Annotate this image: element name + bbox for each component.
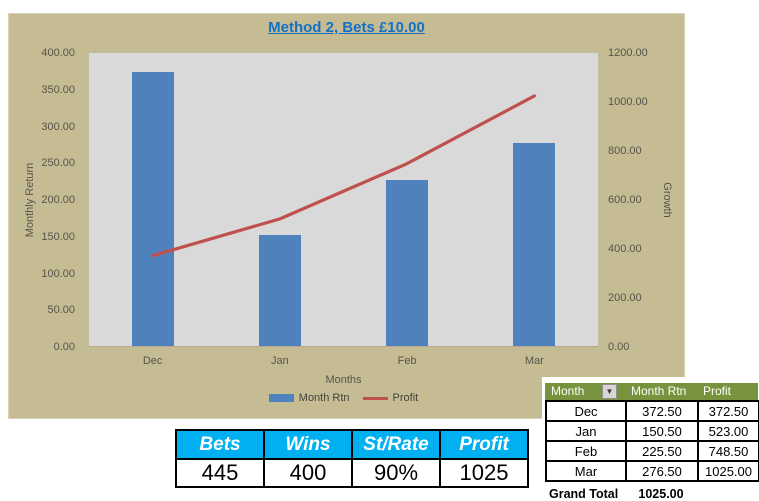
y-axis-tick-label: 400.00 [41,47,75,59]
month-rtn-column-header[interactable]: Month Rtn [631,384,687,398]
cell-month[interactable]: Dec [545,400,627,422]
y-axis-tick-label: 1200.00 [608,47,648,59]
summary-value-cell[interactable]: 90% [351,458,441,488]
y-axis-tick-label: 200.00 [608,292,642,304]
x-axis-title: Months [325,374,362,386]
summary-header-cell[interactable]: Wins [263,429,353,460]
legend-item-month-rtn: Month Rtn [268,392,350,404]
y-axis-tick-label: 0.00 [53,341,75,353]
summary-header-cell[interactable]: Bets [175,429,265,460]
bar-mar [513,142,556,346]
cell-profit[interactable]: 748.50 [697,440,759,462]
month-filter-dropdown-button[interactable]: ▼ [602,384,617,399]
month-table: Dec 372.50 372.50 Jan 150.50 523.00 Feb 225.50 7… [545,400,759,482]
y-axis-tick-label: 0.00 [608,341,630,353]
cell-month[interactable]: Mar [545,460,627,482]
legend-label: Profit [392,392,419,404]
bar-jan [258,235,301,346]
x-axis-tick-label: Mar [524,355,544,367]
y-axis-tick-label: 50.00 [47,304,75,317]
cell-month_rtn[interactable]: 225.50 [625,440,699,462]
x-axis-tick-label: Jan [271,355,289,367]
bar-swatch-icon [268,394,294,402]
grand-total-label: Grand Total [549,487,619,501]
cell-profit[interactable]: 372.50 [697,400,759,422]
profit-line [150,94,536,258]
cell-profit[interactable]: 523.00 [697,420,759,442]
grand-total-value: 1025.00 [638,487,684,501]
summary-header-cell[interactable]: St/Rate [351,429,441,460]
line-swatch-icon [362,396,388,400]
cell-profit[interactable]: 1025.00 [697,460,759,482]
y-axis-tick-label: 1000.00 [608,96,648,108]
profit-column-header[interactable]: Profit [703,384,732,398]
cell-month_rtn[interactable]: 150.50 [625,420,699,442]
y-axis-tick-label: 250.00 [41,157,75,170]
month-column-header[interactable]: Month [551,384,585,398]
y-axis-tick-label: 400.00 [608,243,642,255]
summary-table: Bets Wins St/Rate Profit 445 400 90% 1025 [175,429,529,488]
x-axis-tick-label: Dec [142,355,163,367]
y-axis-tick-label: 800.00 [608,145,642,157]
table-row: Dec 372.50 372.50 [545,400,759,422]
y-axis-tick-label: 200.00 [41,194,75,206]
table-row: Jan 150.50 523.00 [545,420,759,442]
cell-month[interactable]: Feb [545,440,627,462]
bar-feb [386,180,429,346]
x-axis-tick-label: Feb [397,355,417,367]
chevron-down-icon: ▼ [605,387,614,396]
month-table-header: Month Month Rtn Profit [545,383,758,400]
summary-value-cell[interactable]: 400 [263,458,353,488]
grand-total-row: Grand Total 1025.00 [545,487,758,501]
cell-month_rtn[interactable]: 372.50 [625,400,699,422]
chart-title: Method 2, Bets £10.00 [268,19,425,36]
legend-label: Month Rtn [298,392,350,404]
chart[interactable]: Method 2, Bets £10.00 Monthly Return Gro… [8,13,685,419]
table-row: Feb 225.50 748.50 [545,440,759,462]
plot-area [89,53,598,347]
cell-month_rtn[interactable]: 276.50 [625,460,699,482]
legend-item-profit: Profit [362,392,419,404]
y-axis-tick-label: 150.00 [41,230,75,243]
bar-dec [131,72,174,346]
y-axis-tick-label: 350.00 [41,83,75,96]
y-axis-tick-label: 100.00 [41,267,75,280]
profit-line-path [150,94,536,258]
y-axis-tick-label: 300.00 [41,120,75,133]
summary-value-cell[interactable]: 1025 [439,458,529,488]
chart-legend: Month Rtn Profit [89,390,598,406]
summary-value-cell[interactable]: 445 [175,458,265,488]
summary-header-cell[interactable]: Profit [439,429,529,460]
table-row: Mar 276.50 1025.00 [545,460,759,482]
y-axis-tick-label: 600.00 [608,194,642,206]
cell-month[interactable]: Jan [545,420,627,442]
